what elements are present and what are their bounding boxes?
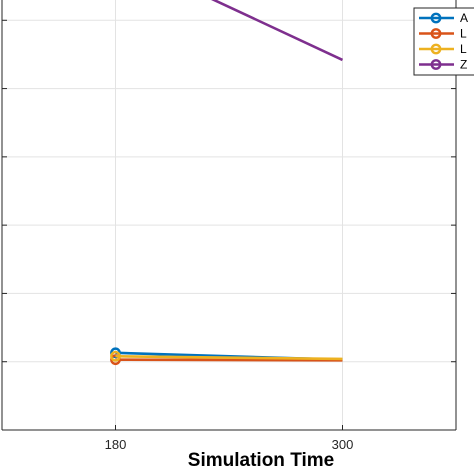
legend-swatch-marker: [430, 43, 442, 55]
x-tick-label: 300: [332, 437, 354, 452]
legend-entry: L: [419, 42, 467, 56]
x-axis-title: Simulation Time: [188, 450, 334, 471]
axes-layer: [1, 0, 457, 431]
legend-entry: L: [419, 27, 467, 41]
legend-swatch-marker: [430, 12, 442, 24]
series-line: [210, 0, 344, 62]
data-point-marker: [110, 354, 121, 366]
grid-layer: [2, 0, 456, 430]
legend-label: A: [460, 11, 468, 25]
x-tick-label: 180: [105, 437, 127, 452]
legend-label: L: [460, 27, 467, 41]
legend-swatch-marker: [430, 28, 442, 39]
series-2: [110, 350, 343, 362]
legend-entry: Z: [419, 58, 467, 72]
series-line: [115, 358, 343, 362]
legend-entry: A: [419, 11, 468, 25]
series-layer: [110, 0, 344, 366]
legend-swatch-marker: [430, 59, 442, 70]
series-3: [210, 0, 344, 62]
series-line: [115, 354, 343, 361]
ticks-layer: 180 300: [2, 19, 456, 452]
legend-label: Z: [460, 58, 467, 72]
data-point-marker: [110, 350, 121, 362]
series-1: [110, 354, 343, 366]
legend-label: L: [460, 42, 467, 56]
